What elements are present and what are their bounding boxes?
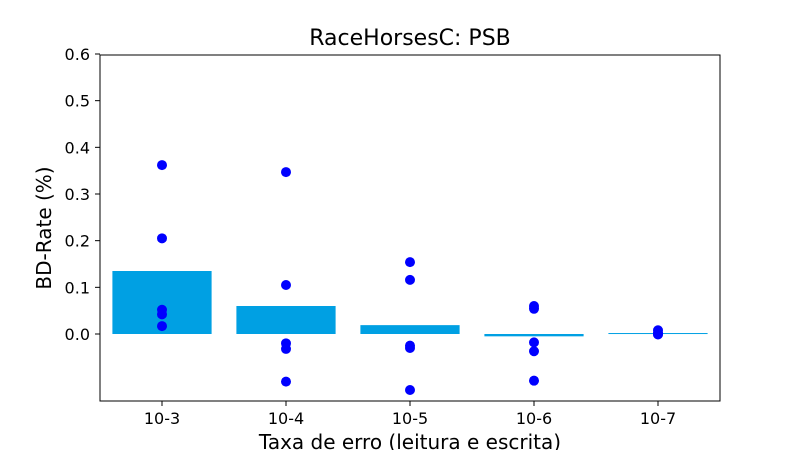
point-10-4-2	[281, 279, 291, 290]
y-tick-label: 0.2	[65, 232, 90, 251]
y-tick-label: 0.3	[65, 185, 90, 204]
y-tick-label: 0.1	[65, 278, 90, 297]
point-10-3-5	[157, 321, 167, 332]
point-10-5-2	[405, 274, 415, 285]
axes: 0.0 0.1 0.2 0.3 0.4 0.5 0.6 10-3 10-4 10-5 10-6 10-…	[65, 45, 677, 428]
x-tick-label: 10-7	[640, 409, 676, 428]
bar-10-5	[360, 325, 460, 334]
x-tick-label: 10-4	[268, 409, 304, 428]
y-tick-label: 0.0	[65, 325, 90, 344]
x-tick-label: 10-5	[392, 409, 428, 428]
point-10-7-4	[653, 329, 663, 340]
point-10-5-1	[405, 257, 415, 268]
y-tick-label: 0.4	[65, 138, 90, 157]
chart-title: RaceHorsesC: PSB	[309, 26, 511, 51]
bar-10-4	[236, 305, 336, 334]
point-10-6-3	[529, 337, 539, 348]
point-10-3-4	[157, 309, 167, 320]
y-tick-label: 0.6	[65, 45, 90, 64]
bar-10-6	[484, 334, 584, 337]
y-tick-label: 0.5	[65, 92, 90, 111]
x-tick-label: 10-6	[516, 409, 552, 428]
point-10-6-5	[529, 375, 539, 386]
plot-marks	[112, 160, 708, 396]
point-10-3-2	[157, 233, 167, 244]
point-10-5-4	[405, 343, 415, 353]
point-10-4-4	[281, 343, 291, 354]
point-10-4-1	[281, 167, 291, 178]
point-10-4-5	[281, 376, 291, 387]
point-10-5-5	[405, 385, 415, 396]
point-10-6-4	[529, 346, 539, 357]
point-10-6-2	[529, 303, 539, 314]
x-axis-label: Taxa de erro (leitura e escrita)	[258, 430, 561, 450]
point-10-3-1	[157, 160, 167, 171]
y-axis-label: BD-Rate (%)	[32, 166, 56, 289]
x-tick-label: 10-3	[144, 409, 180, 428]
